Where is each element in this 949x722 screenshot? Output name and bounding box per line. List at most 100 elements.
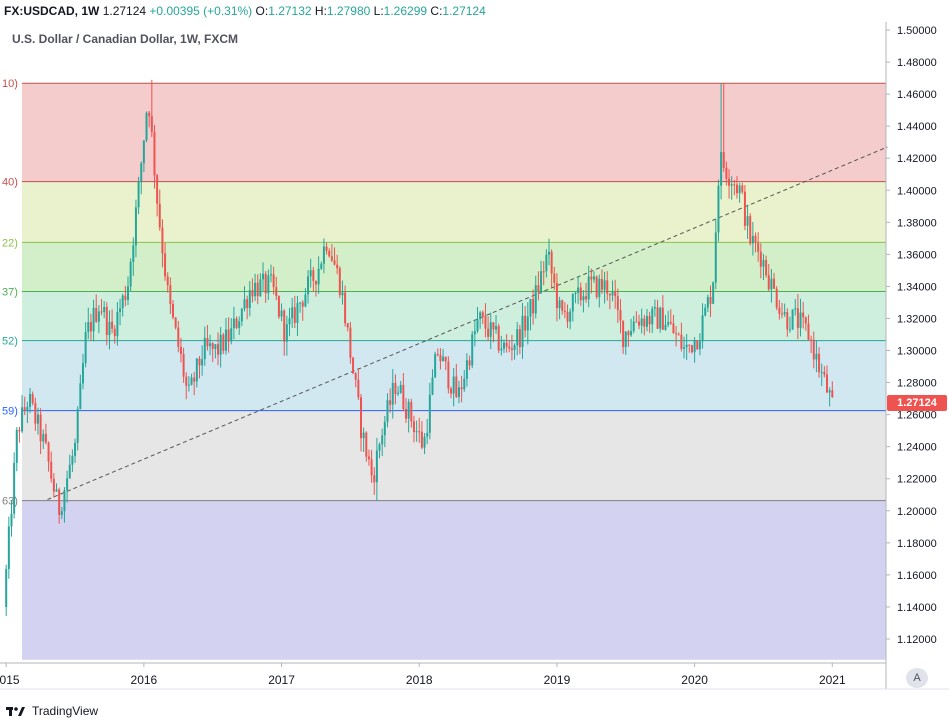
candle-body [312, 270, 315, 281]
candle-body [815, 353, 818, 360]
candle-body [802, 312, 805, 318]
candle-body [259, 279, 262, 297]
candle-body [79, 383, 82, 410]
candle-body [627, 331, 630, 336]
candle-body [140, 163, 143, 182]
candle-body [383, 421, 386, 436]
candle-body [399, 384, 402, 393]
candle-body [174, 317, 177, 328]
candle-body [185, 376, 188, 386]
time-tick-label: 2019 [544, 673, 571, 687]
price-tick-label: 1.30000 [897, 346, 937, 358]
candle-body [566, 312, 569, 322]
candle-body [751, 235, 754, 244]
candle-body [317, 268, 320, 285]
candle-body [116, 311, 119, 337]
open-value: 1.27132 [268, 4, 312, 18]
candle-body [81, 363, 84, 384]
auto-scale-button[interactable]: A [906, 668, 928, 688]
candle-body [338, 268, 341, 296]
candle-body [746, 216, 749, 226]
time-tick-label: 2020 [681, 673, 708, 687]
time-tick-label: 2017 [268, 673, 295, 687]
candle-body [500, 348, 503, 351]
candle-body [375, 450, 378, 483]
candle-body [179, 346, 182, 355]
candle-body [251, 290, 254, 297]
candle-body [537, 285, 540, 292]
candle-body [291, 307, 294, 319]
fib-level-label: 52) [2, 336, 18, 348]
candle-body [516, 329, 519, 346]
candle-body [452, 376, 455, 394]
candle-body [635, 321, 638, 323]
time-tick-label: 2015 [0, 673, 20, 687]
candle-body [367, 456, 370, 460]
candle-body [611, 291, 614, 296]
candle-body [606, 280, 609, 294]
candle-body [513, 345, 516, 350]
candle-body [608, 293, 611, 296]
candle-body [373, 475, 376, 483]
last-price: 1.27124 [102, 4, 147, 18]
fib-retracement: 10) 40) 22) 37) 52) 59) 63) [2, 78, 886, 660]
tradingview-logo-icon[interactable] [6, 705, 26, 717]
candle-body [55, 489, 58, 492]
candle-body [717, 185, 720, 233]
candle-body [659, 307, 662, 329]
candle-body [579, 287, 582, 301]
candle-body [18, 429, 21, 432]
low-value: 1.26299 [383, 4, 428, 18]
candle-body [84, 332, 87, 364]
candle-body [672, 323, 675, 334]
fib-level-label: 10) [2, 78, 18, 90]
fib-level-label: 59) [2, 406, 18, 418]
candle-body [381, 435, 384, 445]
candle-body [142, 140, 145, 164]
candle-body [460, 387, 463, 390]
footer: TradingView [6, 702, 98, 720]
candle-body [182, 354, 185, 377]
candle-body [211, 343, 214, 349]
candle-body [757, 242, 760, 252]
price-tick-label: 1.34000 [897, 281, 937, 293]
candle-body [479, 312, 482, 320]
candle-body [341, 292, 344, 296]
candle-body [164, 253, 167, 277]
candle-body [799, 312, 802, 328]
candle-body [428, 394, 431, 433]
candle-body [444, 356, 447, 362]
candle-body [201, 359, 204, 366]
candle-body [301, 302, 304, 307]
candle-body [359, 397, 362, 439]
candle-body [632, 321, 635, 331]
symbol-header: FX:USDCAD, 1W 1.27124 +0.00395 (+0.31%) … [4, 2, 486, 20]
candle-body [145, 112, 148, 141]
candle-body [545, 254, 548, 272]
candle-body [788, 329, 791, 331]
candle-body [328, 250, 331, 257]
candle-body [685, 344, 688, 348]
close-label: C: [430, 4, 443, 18]
candle-body [487, 328, 490, 337]
candle-body [426, 432, 429, 437]
candle-body [158, 203, 161, 228]
symbol-label[interactable]: FX:USDCAD, 1W [4, 4, 100, 18]
price-tick-label: 1.38000 [897, 217, 937, 229]
candle-body [44, 433, 47, 443]
candle-body [616, 296, 619, 311]
candle-body [439, 354, 442, 362]
candle-body [148, 112, 151, 117]
candle-body [378, 444, 381, 451]
candle-body [285, 324, 288, 342]
candle-body [203, 337, 206, 360]
brand-name[interactable]: TradingView [32, 704, 99, 718]
candle-body [5, 569, 8, 607]
open-label: O: [255, 4, 269, 18]
candle-body [238, 321, 241, 328]
candle-body [518, 329, 521, 348]
candle-body [661, 307, 664, 330]
candle-body [725, 167, 728, 179]
